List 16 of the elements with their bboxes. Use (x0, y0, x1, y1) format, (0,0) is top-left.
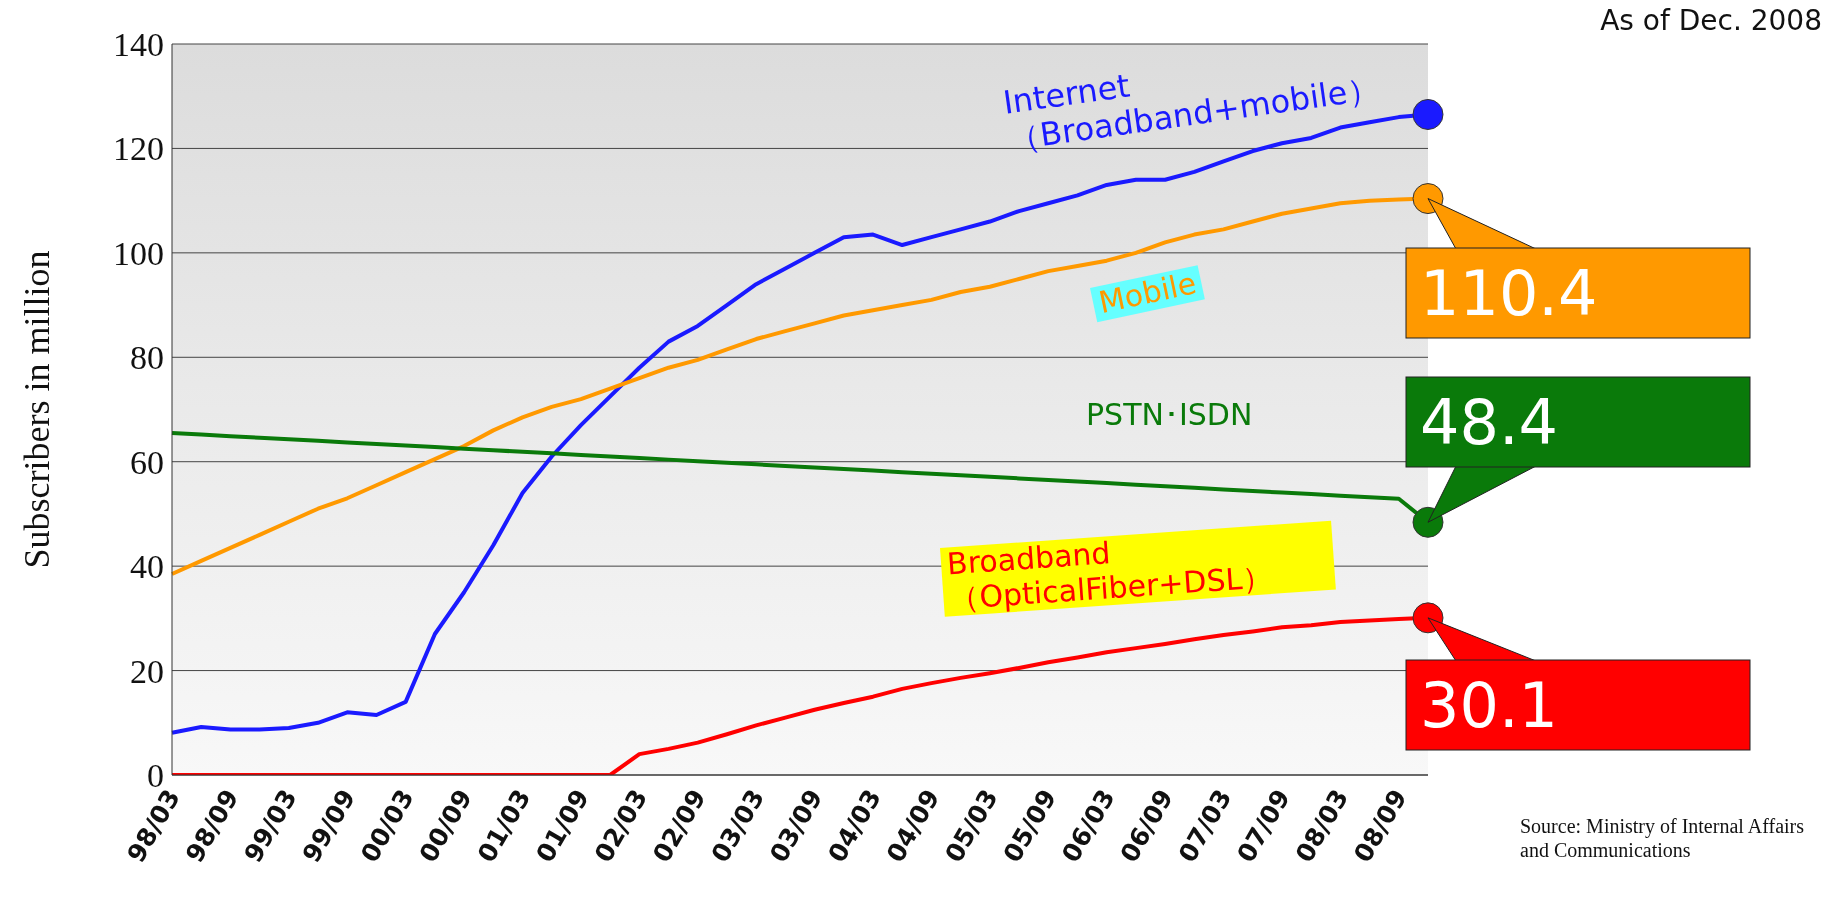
y-tick-label: 100 (113, 234, 164, 272)
y-axis-title: Subscribers in million (16, 250, 57, 569)
y-tick-label: 120 (113, 130, 164, 168)
series-label: PSTN･ISDN (1085, 397, 1254, 433)
series-label: Broadband（OpticalFiber+DSL） (940, 520, 1336, 617)
y-tick-label: 20 (130, 652, 164, 690)
source-note: Source: Ministry of Internal Affairs and Communications (1520, 814, 1805, 862)
data-label: 48.4 (1420, 386, 1559, 459)
text: As of Dec. 2008 (1600, 4, 1822, 37)
text: Mobile (1090, 265, 1206, 322)
y-tick-label: 80 (130, 339, 164, 377)
y-tick-label: 140 (113, 26, 164, 64)
y-tick-label: 60 (130, 443, 164, 481)
y-tick-label: 40 (130, 548, 164, 586)
data-label: 110.4 (1420, 257, 1598, 330)
data-label: 30.1 (1420, 669, 1559, 742)
